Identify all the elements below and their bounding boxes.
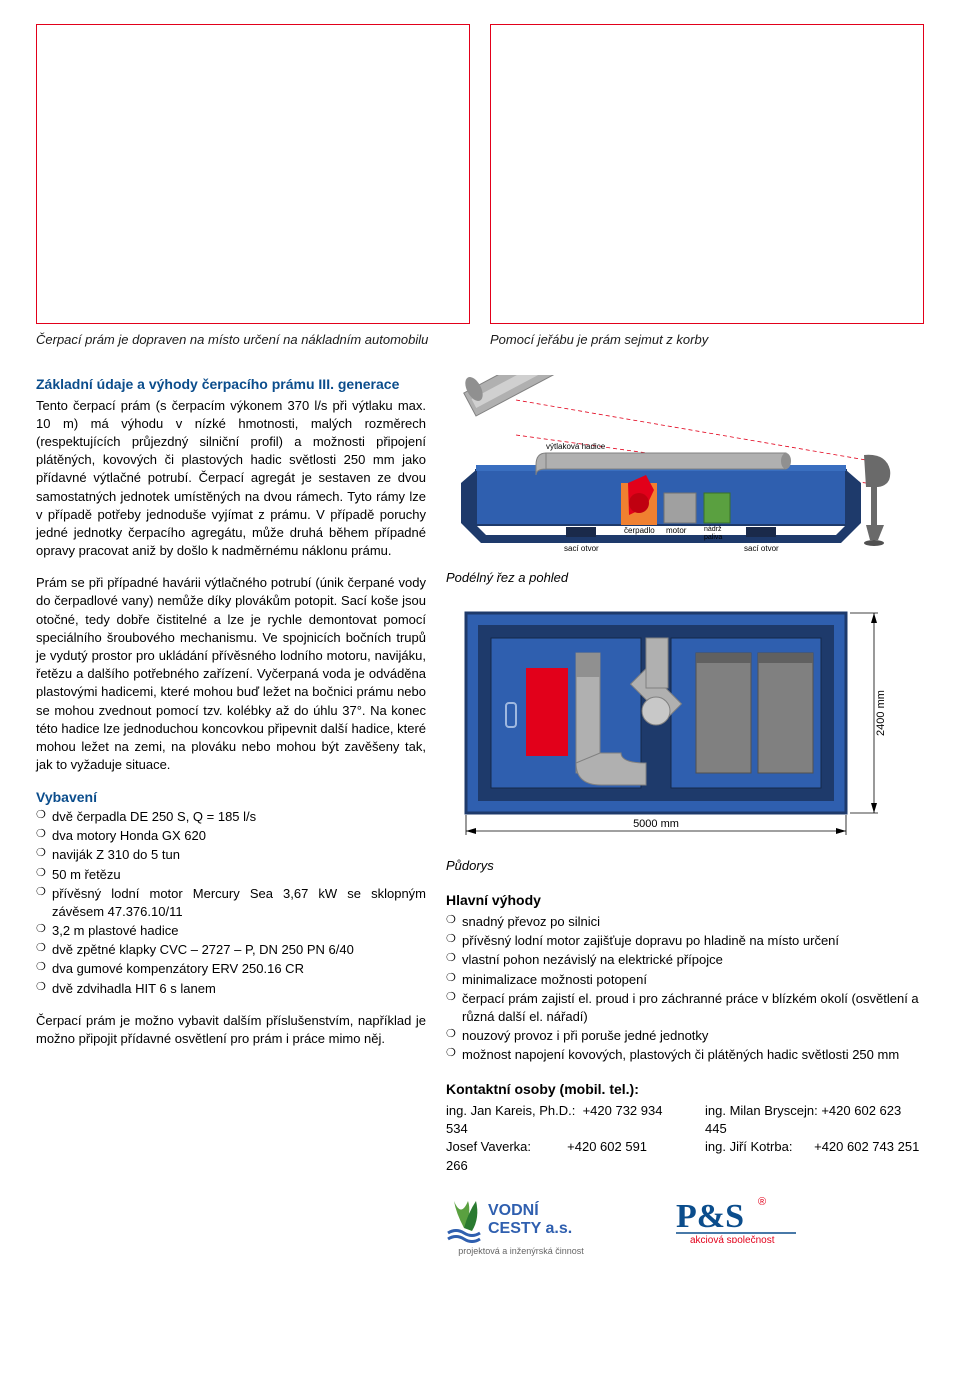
right-column: výtlaková hadice sací otvor sací otvor č… [446, 375, 924, 1257]
logo-vodni-cesty: VODNÍ CESTY a.s. projektová a inženýrská… [446, 1193, 596, 1258]
list-item: nouzový provoz i při poruše jedné jednot… [446, 1027, 924, 1045]
svg-text:VODNÍ: VODNÍ [488, 1200, 539, 1219]
dim-x-label: 5000 mm [633, 818, 679, 830]
image-placeholder-right [490, 24, 924, 324]
diagram-longitudinal: výtlaková hadice sací otvor sací otvor č… [446, 375, 916, 565]
contact-name: ing. Jan Kareis, Ph.D.: [446, 1103, 575, 1118]
list-item: možnost napojení kovových, plastových či… [446, 1046, 924, 1064]
list-item: naviják Z 310 do 5 tun [36, 846, 426, 864]
captions-row: Čerpací prám je dopraven na místo určení… [36, 332, 924, 347]
advantages-list: snadný převoz po silnici přívěsný lodní … [446, 913, 924, 1065]
list-item: dvě zpětné klapky CVC – 2727 – P, DN 250… [36, 941, 426, 959]
logo-ps: P&S ® akciová společnost [676, 1193, 806, 1243]
list-item: 3,2 m plastové hadice [36, 922, 426, 940]
advantages-title: Hlavní výhody [446, 891, 924, 911]
list-item: čerpací prám zajistí el. proud i pro zác… [446, 990, 924, 1026]
caption-left: Čerpací prám je dopraven na místo určení… [36, 332, 470, 347]
contact-name: ing. Jiří Kotrba: [705, 1139, 792, 1154]
body-para-2: Prám se při případné havárii výtlačného … [36, 574, 426, 774]
list-item: dvě čerpadla DE 250 S, Q = 185 l/s [36, 808, 426, 826]
body-para-1: Tento čerpací prám (s čerpacím výkonem 3… [36, 397, 426, 561]
list-item: minimalizace možnosti potopení [446, 971, 924, 989]
left-column: Základní údaje a výhody čerpacího prámu … [36, 375, 426, 1257]
list-item: snadný převoz po silnici [446, 913, 924, 931]
list-item: vlastní pohon nezávislý na elektrické př… [446, 951, 924, 969]
contact-tel: +420 602 743 251 [814, 1139, 919, 1154]
list-item: přívěsný lodní motor zajišťuje dopravu p… [446, 932, 924, 950]
diagram-plan: 5000 mm 2400 mm [446, 603, 916, 853]
list-item: dva gumové kompenzátory ERV 250.16 CR [36, 960, 426, 978]
contacts-title: Kontaktní osoby (mobil. tel.): [446, 1080, 924, 1100]
diagram1-caption: Podélný řez a pohled [446, 569, 924, 587]
label-saci-right: sací otvor [744, 544, 779, 553]
svg-text:CESTY a.s.: CESTY a.s. [488, 1220, 572, 1237]
dim-y-label: 2400 mm [875, 690, 887, 736]
logo-vc-sub: projektová a inženýrská činnost [458, 1245, 584, 1258]
logos-row: VODNÍ CESTY a.s. projektová a inženýrská… [446, 1193, 924, 1258]
body-para-3: Čerpací prám je možno vybavit dalším pří… [36, 1012, 426, 1048]
left-block-icon [526, 668, 568, 756]
top-image-row [36, 24, 924, 324]
discharge-hose-icon [462, 375, 556, 416]
diagram2-caption: Půdorys [446, 857, 924, 875]
contact-name: ing. Milan Bryscejn: [705, 1103, 818, 1118]
svg-text:®: ® [758, 1196, 766, 1208]
contact-name: Josef Vaverka: [446, 1139, 531, 1154]
list-item: 50 m řetězu [36, 866, 426, 884]
vodni-cesty-icon: VODNÍ CESTY a.s. [446, 1193, 596, 1243]
svg-text:P&S: P&S [676, 1198, 744, 1235]
contacts-right: ing. Milan Bryscejn: +420 602 623 445 in… [705, 1102, 924, 1175]
image-placeholder-left [36, 24, 470, 324]
right-gray-block-icon [696, 653, 751, 773]
fuel-tank-icon [704, 493, 730, 523]
label-vytlakova: výtlaková hadice [546, 442, 606, 451]
contacts-left: ing. Jan Kareis, Ph.D.: +420 732 934 534… [446, 1102, 665, 1175]
label-saci-left: sací otvor [564, 544, 599, 553]
ps-icon: P&S ® akciová společnost [676, 1193, 806, 1243]
caption-right: Pomocí jeřábu je prám sejmut z korby [490, 332, 924, 347]
label-motor: motor [666, 526, 687, 535]
list-item: dvě zdvihadla HIT 6 s lanem [36, 980, 426, 998]
equipment-title: Vybavení [36, 788, 426, 808]
equipment-list: dvě čerpadla DE 250 S, Q = 185 l/s dva m… [36, 808, 426, 998]
svg-text:akciová společnost: akciová společnost [690, 1235, 775, 1243]
motor-icon [664, 493, 696, 523]
right-gray-block2-icon [758, 653, 813, 773]
section-title: Základní údaje a výhody čerpacího prámu … [36, 375, 426, 395]
contacts-row: ing. Jan Kareis, Ph.D.: +420 732 934 534… [446, 1102, 924, 1175]
list-item: dva motory Honda GX 620 [36, 827, 426, 845]
list-item: přívěsný lodní motor Mercury Sea 3,67 kW… [36, 885, 426, 921]
label-nadrz: nádržpaliva [704, 526, 722, 541]
label-cerpadlo: čerpadlo [624, 526, 655, 535]
outboard-motor-icon [864, 455, 890, 546]
